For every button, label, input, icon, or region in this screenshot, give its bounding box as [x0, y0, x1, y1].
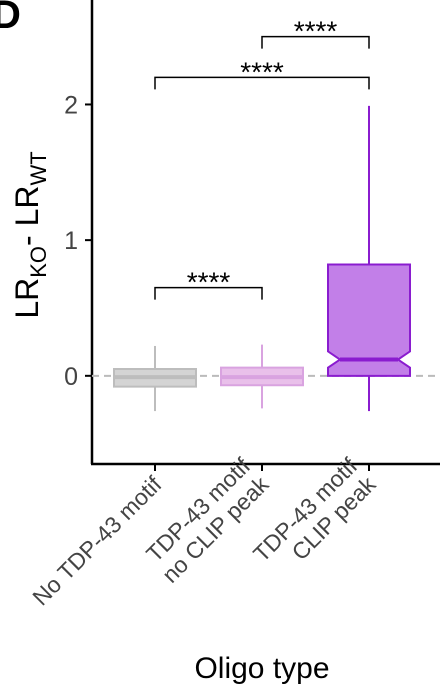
y-title-part: LR	[9, 278, 45, 319]
significance-bracket	[154, 76, 370, 90]
box	[327, 263, 411, 377]
y-title-sub: KO	[26, 246, 51, 278]
y-title-part: - LR	[9, 186, 45, 246]
y-tick-label: 2	[64, 91, 78, 119]
y-axis-title: LRKO- LRWT	[9, 151, 51, 318]
panel-label: D	[0, 0, 21, 37]
x-tick-label: No TDP-43 motif	[27, 471, 167, 611]
y-title-sub: WT	[26, 151, 51, 185]
significance-label: ****	[294, 16, 338, 47]
y-tick-label: 0	[64, 363, 78, 391]
significance-bracket	[261, 35, 370, 49]
significance-label: ****	[187, 267, 231, 298]
significance-bracket	[154, 286, 263, 300]
x-label-line: No TDP-43 motif	[27, 471, 167, 611]
x-axis-title: Oligo type	[194, 652, 329, 685]
y-tick-label: 1	[64, 227, 78, 255]
x-tick-label: TDP-43 motifno CLIP peak	[139, 452, 274, 587]
significance-label: ****	[240, 56, 284, 87]
x-tick-label: TDP-43 motifCLIP peak	[248, 452, 381, 585]
